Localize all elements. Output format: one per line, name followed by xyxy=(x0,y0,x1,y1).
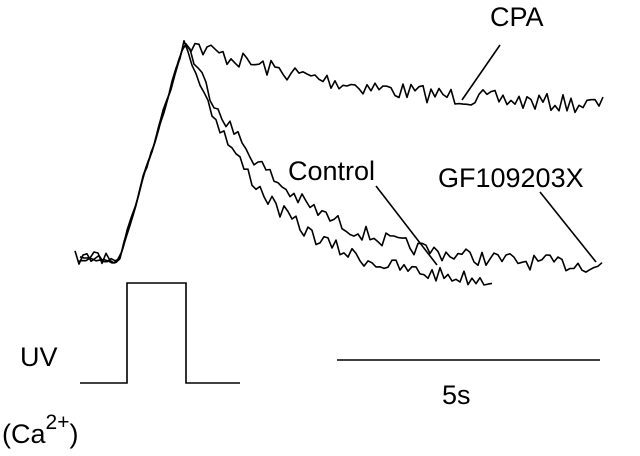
traces xyxy=(74,39,604,286)
label-cpa: CPA xyxy=(490,2,544,32)
label-uv: UV xyxy=(20,342,58,372)
label-gf: GF109203X xyxy=(438,163,584,193)
pointer-cpa xyxy=(461,44,501,101)
trace-cpa xyxy=(74,42,604,265)
trace-control xyxy=(79,39,493,286)
pointer-gf xyxy=(539,191,597,263)
ca-close: ) xyxy=(69,419,78,449)
label-control: Control xyxy=(288,156,375,186)
trace-gf xyxy=(77,43,603,273)
uv-pulse xyxy=(80,282,240,384)
label-ca: (Ca2+) xyxy=(2,411,78,449)
ca-text: (Ca xyxy=(2,419,46,449)
ca-charge: 2+ xyxy=(46,411,70,434)
label-scale: 5s xyxy=(442,380,471,410)
pointer-control xyxy=(375,185,438,266)
